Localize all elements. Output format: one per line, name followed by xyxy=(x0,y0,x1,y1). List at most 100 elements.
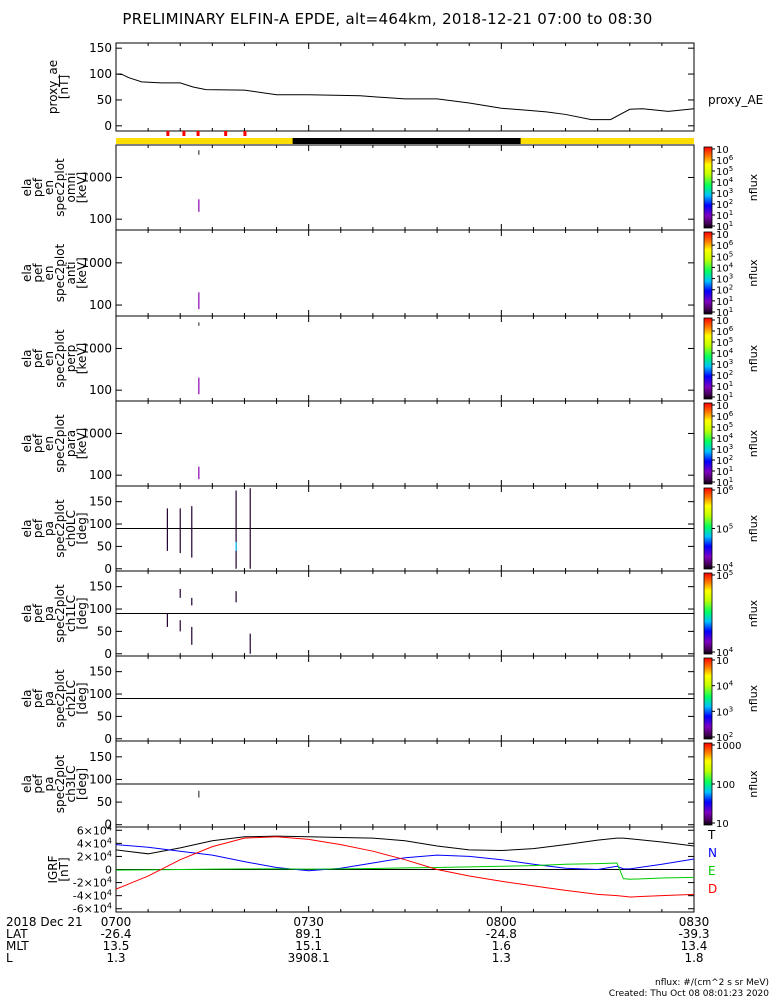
colorbar-tick-label: 101 xyxy=(716,391,733,404)
y-tick-label: 100 xyxy=(89,602,112,616)
colorbar-tick-label: 103 xyxy=(716,358,733,371)
panel-frame xyxy=(115,400,695,487)
y-tick-label: 1000 xyxy=(81,426,112,440)
ephemeris-value: 13.4 xyxy=(681,939,708,953)
colorbar-tick-label: 101 xyxy=(716,209,733,222)
units-note: nflux: #/(cm^2 s sr MeV) xyxy=(655,978,769,988)
y-tick-label: 150 xyxy=(89,495,112,509)
colorbar-tick-label: 10 xyxy=(716,656,729,667)
colorbar xyxy=(703,146,713,229)
y-tick-label: 6×104 xyxy=(77,823,112,837)
panel-ela_pef_en_spec2plot_para: 1001000elapefenspec2plotpara[keV]1011011… xyxy=(20,400,760,489)
y-tick-label: 100 xyxy=(89,517,112,531)
colorbar-tick-label: 104 xyxy=(716,680,734,693)
y-tick-label: 50 xyxy=(97,709,112,723)
colorbar-tick-label: 10 xyxy=(716,401,729,412)
colorbar-label: nflux xyxy=(747,514,760,542)
ephemeris-value: 1.3 xyxy=(492,951,511,965)
colorbar-tick-label: 102 xyxy=(716,369,733,382)
colorbar-tick-label: 105 xyxy=(716,336,733,349)
y-axis-label: IGRF[nT] xyxy=(46,855,71,883)
colorbar-tick-label: 106 xyxy=(716,484,734,497)
y-axis-label: elapefenspec2plotanti[keV] xyxy=(20,243,89,302)
y-tick-label: 100 xyxy=(89,67,112,81)
y-tick-label: 0 xyxy=(104,562,112,576)
colorbar-tick-label: 104 xyxy=(716,432,734,445)
colorbar-tick-label: 103 xyxy=(716,273,733,286)
y-tick-label: 0 xyxy=(104,818,112,832)
y-axis-label: elapefpaspec2plotch0LC[deg] xyxy=(20,499,89,558)
y-tick-label: -4×104 xyxy=(73,889,112,903)
y-axis-label: proxy_ae[nT] xyxy=(46,60,71,114)
ephemeris-row-label: LAT xyxy=(6,927,28,941)
ephemeris-value: 1.8 xyxy=(684,951,703,965)
figure-title: PRELIMINARY ELFIN-A EPDE, alt=464km, 201… xyxy=(122,10,653,28)
y-tick-label: 0 xyxy=(104,647,112,661)
panel-ela_pef_en_spec2plot_omni: 1001000elapefenspec2plotomni[keV]1011011… xyxy=(20,144,760,233)
y-tick-label: 0 xyxy=(104,119,112,133)
time-tick-label: 0700 xyxy=(101,915,132,929)
colorbar-tick-label: 106 xyxy=(716,239,734,252)
status-marker xyxy=(224,131,228,136)
legend-label: proxy_AE xyxy=(708,93,763,107)
y-tick-label: 100 xyxy=(89,212,112,226)
colorbar-tick-label: 103 xyxy=(716,443,733,456)
status-marker xyxy=(196,131,200,136)
y-tick-label: -6×104 xyxy=(73,902,112,916)
colorbar xyxy=(703,317,713,400)
colorbar-tick-label: 102 xyxy=(716,284,733,297)
colorbar-tick-label: 101 xyxy=(716,380,733,393)
y-tick-label: -2×104 xyxy=(73,876,112,890)
colorbar-tick-label: 104 xyxy=(716,561,734,574)
colorbar-label: nflux xyxy=(747,173,760,201)
panel-ela_pef_en_spec2plot_anti: 1001000elapefenspec2plotanti[keV]1011011… xyxy=(20,229,760,319)
y-tick-label: 50 xyxy=(97,93,112,107)
colorbar-tick-label: 102 xyxy=(716,731,733,744)
colorbar-tick-label: 103 xyxy=(716,705,733,718)
status-marker xyxy=(166,131,170,136)
y-tick-label: 2×104 xyxy=(77,849,112,863)
y-tick-label: 0 xyxy=(105,864,112,877)
ephemeris-value: 15.1 xyxy=(295,939,322,953)
y-tick-label: 1000 xyxy=(81,170,112,184)
colorbar-tick-label: 101 xyxy=(716,476,733,489)
colorbar-tick-label: 105 xyxy=(716,523,733,536)
colorbar-label: nflux xyxy=(747,770,760,798)
created-note: Created: Thu Oct 08 08:01:23 2020 xyxy=(608,989,769,999)
time-tick-label: 0800 xyxy=(486,915,517,929)
y-axis-label: elapefenspec2plotperp[keV] xyxy=(20,329,89,388)
colorbar-tick-label: 106 xyxy=(716,410,734,423)
status-marker xyxy=(243,131,247,136)
ephemeris-value: 89.1 xyxy=(295,927,322,941)
ephemeris-row-label: L xyxy=(6,951,13,965)
colorbar-label: nflux xyxy=(747,429,760,457)
panel-frame xyxy=(115,144,695,231)
y-tick-label: 150 xyxy=(89,665,112,679)
ephemeris-value: 3908.1 xyxy=(288,951,330,965)
colorbar-tick-label: 1000 xyxy=(716,741,741,752)
panel-ela_pef_en_spec2plot_perp: 1001000elapefenspec2plotperp[keV]1011011… xyxy=(20,315,760,404)
legend-T: T xyxy=(707,828,716,842)
colorbar-label: nflux xyxy=(747,684,760,712)
ephemeris-value: -26.4 xyxy=(100,927,131,941)
y-tick-label: 100 xyxy=(89,298,112,312)
y-tick-label: 1000 xyxy=(81,341,112,355)
ephemeris-row-label: MLT xyxy=(6,939,29,953)
series-line-N xyxy=(115,844,695,872)
colorbar xyxy=(703,572,713,655)
colorbar-tick-label: 105 xyxy=(716,165,733,178)
status-bar xyxy=(116,131,694,144)
y-tick-label: 4×104 xyxy=(77,836,112,850)
colorbar-tick-label: 100 xyxy=(716,780,735,791)
ephemeris-value: 1.6 xyxy=(492,939,511,953)
colorbar-label: nflux xyxy=(747,599,760,627)
time-tick-label: 0830 xyxy=(679,915,710,929)
ephemeris-value: -24.8 xyxy=(486,927,517,941)
panel-frame xyxy=(115,42,695,132)
y-tick-label: 50 xyxy=(97,795,112,809)
y-tick-label: 1000 xyxy=(81,256,112,270)
